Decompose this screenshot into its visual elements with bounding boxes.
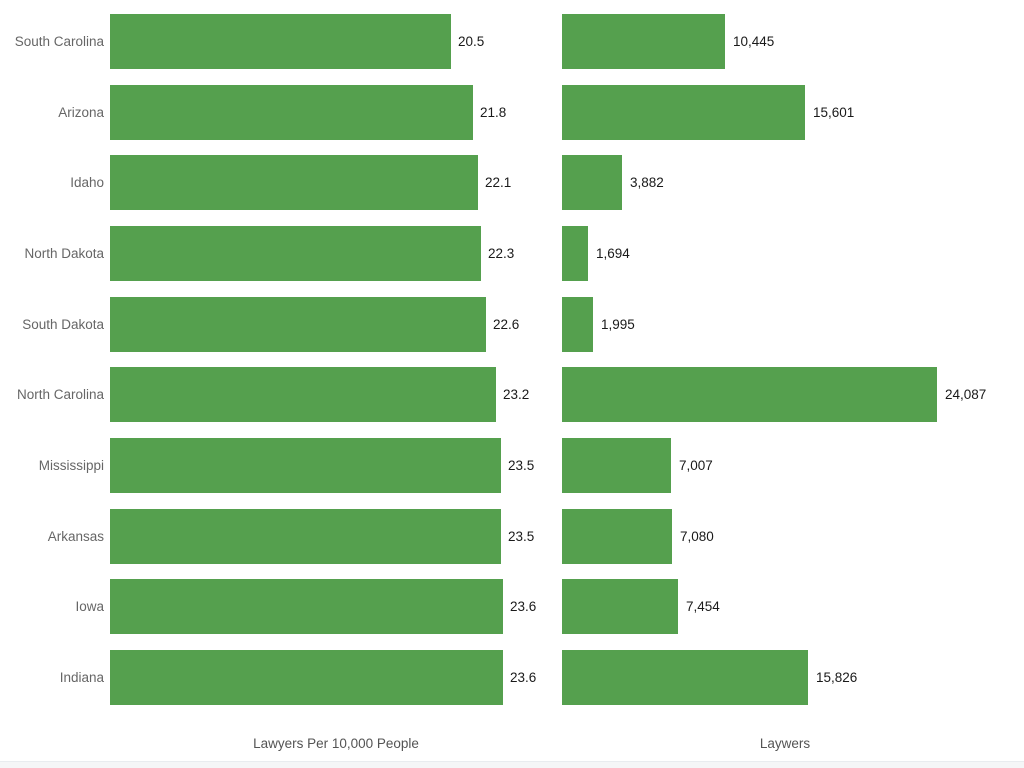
- value-label-lawyers-total: 10,445: [733, 33, 775, 49]
- value-label-lawyers-total: 7,007: [679, 458, 713, 474]
- chart-row: North Carolina 23.2 24,087: [0, 360, 1024, 431]
- chart-row: Iowa 23.6 7,454: [0, 572, 1024, 643]
- value-label-lawyers-total: 24,087: [945, 387, 987, 403]
- bar-lawyers-per-10000: [110, 438, 501, 494]
- bar-lawyers-per-10000: [110, 13, 451, 69]
- chart-row: South Dakota 22.6 1,995: [0, 289, 1024, 360]
- left-axis-title: Lawyers Per 10,000 People: [253, 736, 419, 751]
- value-label-lawyers-per-10000: 23.6: [510, 599, 537, 615]
- value-label-lawyers-per-10000: 22.3: [488, 245, 515, 261]
- value-label-lawyers-per-10000: 22.6: [493, 316, 520, 332]
- bar-lawyers-total: [562, 508, 672, 564]
- bar-lawyers-total: [562, 438, 671, 494]
- category-label: Arkansas: [47, 528, 104, 544]
- chart-row: Arizona 21.8 15,601: [0, 77, 1024, 148]
- value-label-lawyers-total: 7,454: [686, 599, 720, 615]
- bar-lawyers-per-10000: [110, 84, 473, 140]
- chart-row: Indiana 23.6 15,826: [0, 642, 1024, 713]
- bar-lawyers-total: [562, 650, 808, 706]
- chart-row: Mississippi 23.5 7,007: [0, 430, 1024, 501]
- value-label-lawyers-total: 1,694: [596, 245, 630, 261]
- bar-lawyers-per-10000: [110, 650, 503, 706]
- value-label-lawyers-per-10000: 23.5: [508, 458, 535, 474]
- value-label-lawyers-per-10000: 22.1: [485, 175, 512, 191]
- category-label: Idaho: [70, 175, 104, 191]
- value-label-lawyers-total: 1,995: [601, 316, 635, 332]
- bar-lawyers-per-10000: [110, 579, 503, 635]
- value-label-lawyers-per-10000: 23.5: [508, 528, 535, 544]
- category-label: Mississippi: [38, 458, 104, 474]
- bar-lawyers-total: [562, 84, 805, 140]
- value-label-lawyers-per-10000: 23.2: [503, 387, 530, 403]
- bar-lawyers-total: [562, 155, 622, 211]
- page-bottom-edge: [0, 761, 1024, 768]
- bar-lawyers-per-10000: [110, 155, 478, 211]
- category-label: Iowa: [75, 599, 104, 615]
- bar-lawyers-total: [562, 296, 593, 352]
- category-label: South Carolina: [14, 33, 104, 49]
- chart-row: Arkansas 23.5 7,080: [0, 501, 1024, 572]
- bar-lawyers-total: [562, 367, 937, 423]
- bar-lawyers-total: [562, 225, 588, 281]
- value-label-lawyers-total: 15,601: [813, 104, 855, 120]
- bar-lawyers-total: [562, 579, 678, 635]
- right-axis-title: Laywers: [759, 736, 811, 751]
- category-label: North Dakota: [24, 245, 104, 261]
- value-label-lawyers-per-10000: 20.5: [458, 33, 485, 49]
- bar-lawyers-per-10000: [110, 508, 501, 564]
- bar-lawyers-total: [562, 13, 725, 69]
- chart-row: North Dakota 22.3 1,694: [0, 218, 1024, 289]
- bar-lawyers-per-10000: [110, 225, 481, 281]
- chart-row: South Carolina 20.5 10,445: [0, 6, 1024, 77]
- value-label-lawyers-per-10000: 23.6: [510, 670, 537, 686]
- category-label: Arizona: [58, 104, 104, 120]
- chart-row: Idaho 22.1 3,882: [0, 147, 1024, 218]
- value-label-lawyers-total: 7,080: [680, 528, 714, 544]
- bar-lawyers-per-10000: [110, 367, 496, 423]
- value-label-lawyers-per-10000: 21.8: [480, 104, 507, 120]
- bar-lawyers-per-10000: [110, 296, 486, 352]
- value-label-lawyers-total: 15,826: [816, 670, 858, 686]
- category-label: Indiana: [59, 670, 104, 686]
- category-label: South Dakota: [22, 316, 104, 332]
- value-label-lawyers-total: 3,882: [630, 175, 664, 191]
- category-label: North Carolina: [16, 387, 104, 403]
- chart-rows: South Carolina 20.5 10,445 Arizona 21.8 …: [0, 6, 1024, 713]
